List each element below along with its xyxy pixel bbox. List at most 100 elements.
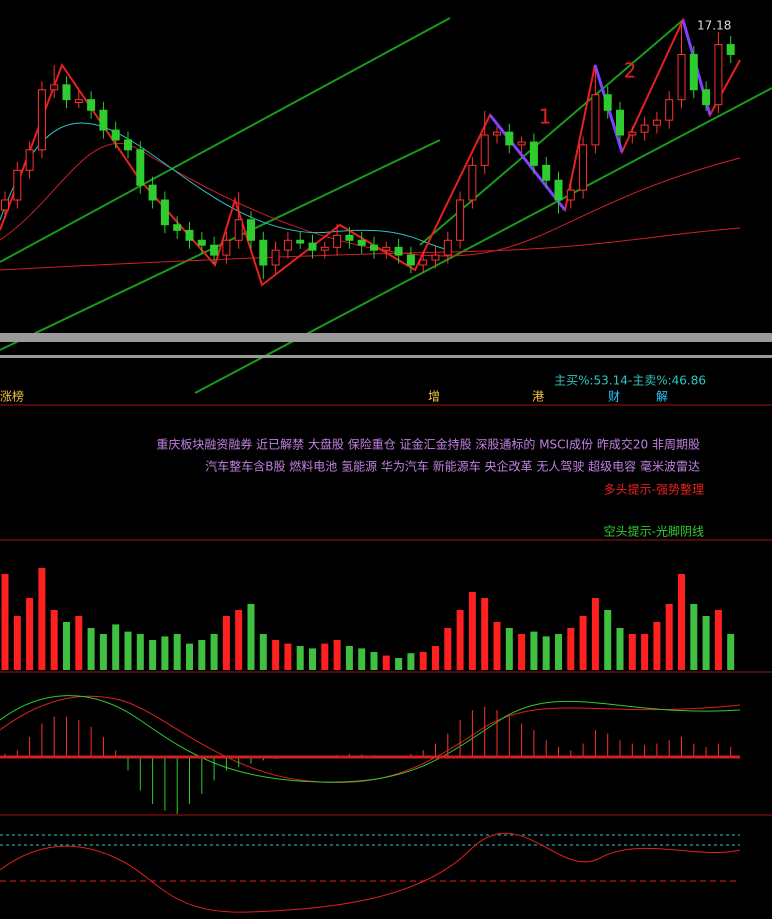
- volume-bar: [247, 604, 255, 670]
- volume-bar: [149, 640, 157, 670]
- high-label: 17.18: [697, 19, 731, 33]
- volume-bar: [13, 616, 21, 670]
- candle-body: [160, 199, 169, 226]
- volume-bar: [518, 634, 526, 670]
- volume-bar: [530, 631, 538, 670]
- zigzag: [488, 114, 567, 211]
- candle-body: [566, 189, 575, 201]
- tag: 解: [656, 390, 668, 404]
- volume-bar: [38, 568, 46, 670]
- volume-bar: [198, 640, 206, 670]
- volume-bar: [272, 640, 280, 670]
- candle-body: [702, 89, 711, 106]
- ma-line: [0, 227, 741, 271]
- candle-body: [50, 84, 59, 91]
- macd-line: [0, 695, 741, 783]
- volume-bar: [432, 646, 439, 670]
- volume-bar: [284, 643, 292, 670]
- volume-bar: [616, 628, 624, 670]
- candle-body: [99, 109, 108, 131]
- wave-label: 1: [539, 105, 552, 129]
- macd-line: [0, 695, 741, 783]
- candle-body: [25, 149, 34, 171]
- candle-body: [357, 239, 366, 246]
- volume-bar: [75, 616, 83, 670]
- candle-body: [382, 246, 391, 251]
- candle-body: [308, 242, 317, 251]
- candle-body: [370, 244, 378, 251]
- volume-bar: [555, 634, 562, 670]
- volume-bar: [99, 634, 107, 670]
- volume-bar: [136, 634, 144, 670]
- candle-body: [603, 94, 612, 111]
- volume-bar: [87, 628, 95, 670]
- candle-body: [124, 139, 132, 151]
- candle-body: [480, 134, 489, 166]
- volume-bar: [358, 648, 366, 670]
- concepts: 汽车整车含B股 燃料电池 氢能源 华为汽车 新能源车 央企改革 无人驾驶 超级电…: [205, 459, 700, 474]
- candle-body: [652, 119, 661, 126]
- candle-body: [222, 239, 231, 256]
- volume-bar: [505, 628, 513, 670]
- candle-body: [443, 239, 452, 256]
- candle-body: [456, 199, 465, 241]
- candle-body: [271, 249, 280, 266]
- bear-hint: 空头提示-光脚阴线: [604, 524, 704, 539]
- candle-body: [37, 89, 46, 151]
- candle-body: [296, 239, 305, 244]
- candle-body: [406, 254, 415, 266]
- concepts: 重庆板块融资融券 近已解禁 大盘股 保险重仓 证金汇金持股 深股通标的 MSCI…: [156, 437, 700, 452]
- candle-body: [283, 239, 292, 251]
- volume-bar: [456, 610, 464, 670]
- candle-body: [579, 144, 588, 191]
- channel-line: [194, 87, 772, 394]
- volume-bar: [161, 636, 169, 670]
- volume-bar: [395, 658, 403, 670]
- volume-bar: [124, 631, 132, 670]
- candle-body: [345, 234, 354, 241]
- candle-body: [591, 94, 600, 146]
- candle-body: [333, 234, 342, 248]
- volume-bar: [1, 574, 9, 670]
- candle-body: [234, 219, 243, 241]
- candle-body: [394, 246, 403, 256]
- volume-bar: [567, 628, 575, 670]
- candle-body: [320, 246, 329, 251]
- candle-body: [542, 164, 551, 181]
- volume-bar: [333, 640, 341, 670]
- candle-body: [62, 84, 71, 101]
- candle-body: [505, 131, 514, 146]
- volume-bar: [604, 610, 612, 670]
- candle-body: [87, 99, 96, 111]
- volume-bar: [690, 604, 698, 670]
- candle-body: [616, 109, 624, 136]
- volume-bar: [493, 622, 501, 670]
- candle-body: [173, 224, 182, 231]
- volume-bar: [186, 643, 193, 670]
- volume-bar: [579, 616, 587, 670]
- candle-body: [689, 53, 698, 91]
- candle-body: [628, 131, 637, 136]
- volume-bar: [542, 636, 550, 670]
- volume-bar: [382, 655, 390, 670]
- bull-hint: 多头提示-强势整理: [604, 482, 704, 497]
- volume-bar: [468, 592, 476, 670]
- channel-line: [0, 139, 441, 351]
- volume-bar: [665, 604, 673, 670]
- volume-bar: [26, 598, 34, 670]
- separator: [0, 355, 772, 358]
- separator: [0, 333, 772, 342]
- wave-label: 2: [624, 59, 637, 83]
- candle-body: [148, 184, 157, 201]
- candle-body: [468, 164, 477, 201]
- candle-body: [185, 229, 194, 241]
- volume-bar: [702, 616, 710, 670]
- candle-body: [714, 44, 723, 106]
- candle-body: [640, 124, 649, 133]
- candle-body: [259, 239, 268, 266]
- candle-body: [197, 239, 206, 246]
- volume-bar: [727, 634, 735, 670]
- candle-body: [74, 99, 83, 103]
